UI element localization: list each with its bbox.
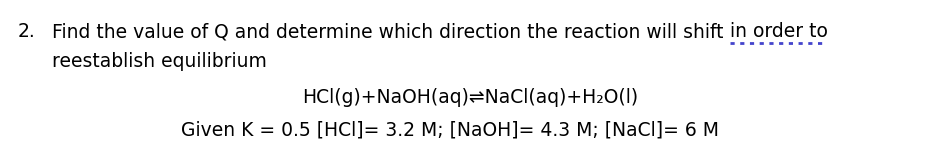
Text: Find the value of Q and determine which direction the reaction will shift: Find the value of Q and determine which … xyxy=(52,22,729,41)
Text: Given K = 0.5 [HCl]= 3.2 M; [NaOH]= 4.3 M; [NaCl]= 6 M: Given K = 0.5 [HCl]= 3.2 M; [NaOH]= 4.3 … xyxy=(181,120,719,139)
Text: HCl(g)+NaOH(aq)⇌NaCl(aq)+H₂O(l): HCl(g)+NaOH(aq)⇌NaCl(aq)+H₂O(l) xyxy=(302,88,638,107)
Text: 2.: 2. xyxy=(18,22,36,41)
Text: reestablish equilibrium: reestablish equilibrium xyxy=(52,52,267,71)
Text: in order to: in order to xyxy=(729,22,827,41)
